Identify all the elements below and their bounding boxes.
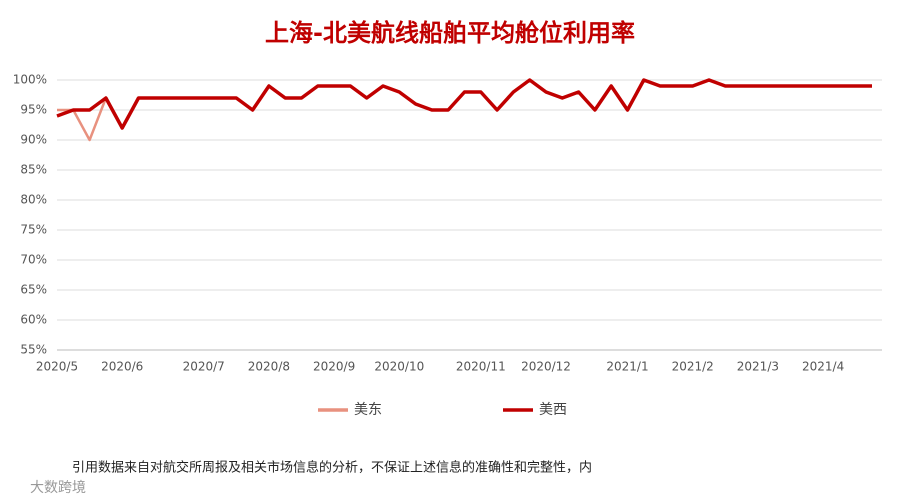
legend-label: 美西: [539, 402, 567, 418]
x-tick-label: 2021/2: [672, 360, 714, 374]
x-tick-label: 2020/5: [36, 360, 78, 374]
x-tick-label: 2020/10: [374, 360, 424, 374]
chart-title: 上海-北美航线船舶平均舱位利用率: [265, 19, 635, 47]
x-tick-label: 2020/6: [101, 360, 143, 374]
y-tick-label: 55%: [20, 343, 47, 357]
x-tick-label: 2020/8: [248, 360, 290, 374]
x-tick-label: 2020/11: [456, 360, 506, 374]
y-tick-label: 85%: [20, 163, 47, 177]
x-tick-label: 2020/7: [183, 360, 225, 374]
y-tick-label: 95%: [20, 103, 47, 117]
y-tick-label: 65%: [20, 283, 47, 297]
x-tick-label: 2020/9: [313, 360, 355, 374]
x-tick-label: 2020/12: [521, 360, 571, 374]
y-tick-label: 60%: [20, 313, 47, 327]
x-tick-label: 2021/3: [737, 360, 779, 374]
y-tick-label: 80%: [20, 193, 47, 207]
y-tick-label: 70%: [20, 253, 47, 267]
y-tick-label: 75%: [20, 223, 47, 237]
y-tick-label: 90%: [20, 133, 47, 147]
y-tick-label: 100%: [13, 73, 47, 87]
series-line: [56, 78, 872, 130]
footnote: 引用数据来自对航交所周报及相关市场信息的分析，不保证上述信息的准确性和完整性，内: [72, 460, 592, 476]
watermark: 大数跨境: [30, 480, 86, 496]
legend-label: 美东: [354, 402, 382, 418]
x-tick-label: 2021/1: [606, 360, 648, 374]
x-tick-label: 2021/4: [802, 360, 844, 374]
